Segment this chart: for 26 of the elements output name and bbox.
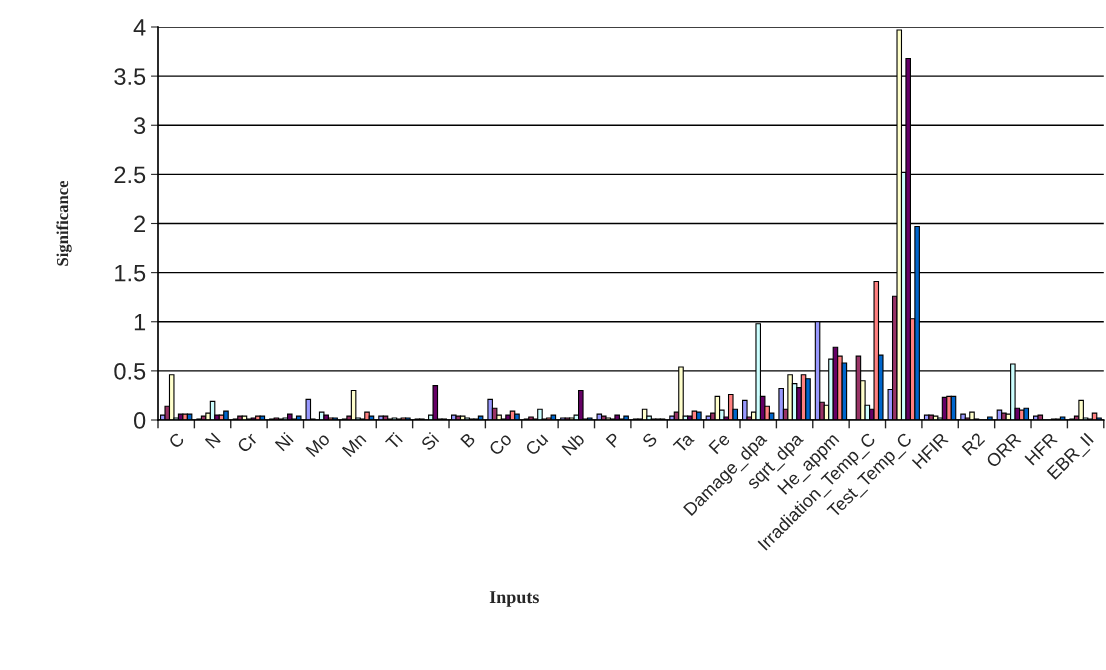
y-axis-title: Significance [56,180,72,266]
x-tick-label: P [605,432,622,448]
x-tick-label: Mo [305,432,331,458]
x-tick-label: Si [420,431,440,452]
x-tick-label: S [641,432,658,449]
x-tick-label: Mn [341,432,367,458]
x-tick-label: Ti [384,431,403,451]
x-tick-label: Cr [236,431,259,454]
x-tick-label: Ni [274,431,294,452]
x-tick-label: B [460,432,476,448]
x-axis-title: Inputs [489,591,539,607]
y-tick-label: 1 [134,314,146,331]
y-tick-label: 4 [133,19,146,36]
y-tick-label: 1.5 [115,264,146,282]
y-tick-label: 3 [133,117,146,135]
x-tick-label: R2 [961,432,986,456]
x-tick-label: C [167,431,186,450]
y-tick-label: 2.5 [114,166,146,184]
y-tick-label: 3.5 [114,68,146,85]
x-tick-label: Nb [561,431,586,456]
y-tick-label: 2 [134,215,146,233]
x-tick-label: N [204,432,221,449]
x-tick-label: Co [488,431,513,457]
x-tick-label: Cu [524,432,549,457]
y-tick-label: 0.5 [114,362,146,380]
y-tick-label: 0 [133,412,146,429]
